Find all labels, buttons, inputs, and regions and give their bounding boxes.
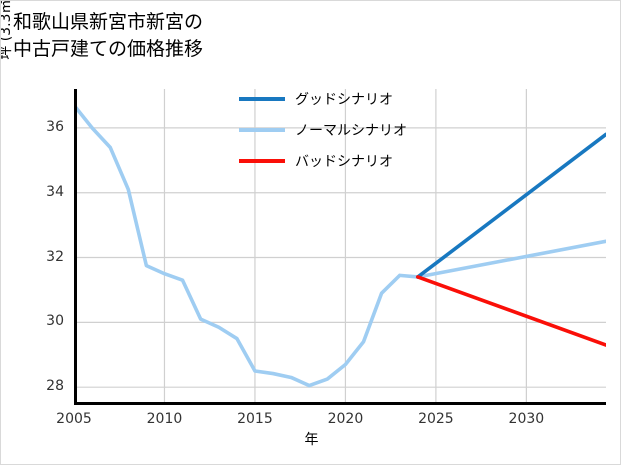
legend-label: バッドシナリオ <box>295 154 393 170</box>
series-line <box>416 132 606 279</box>
legend-label: グッドシナリオ <box>295 92 393 108</box>
legend-item[interactable]: バッドシナリオ <box>239 151 407 171</box>
x-tick-label: 2020 <box>327 411 364 427</box>
x-tick-label: 2010 <box>146 411 183 427</box>
y-axis-label: 坪 (3.3㎡) 単価 (万円) <box>1 1 15 119</box>
y-tick-label: 34 <box>46 183 64 200</box>
x-tick-label: 2005 <box>56 411 92 427</box>
x-tick-label: 2015 <box>237 411 273 427</box>
x-tick-label: 2030 <box>508 411 545 427</box>
chart-title: 和歌山県新宮市新宮の 中古戸建ての価格推移 <box>13 11 204 60</box>
legend-item[interactable]: グッドシナリオ <box>239 89 407 109</box>
x-tick-label: 2025 <box>418 411 454 427</box>
y-tick-label: 28 <box>46 378 64 395</box>
legend-color-swatch <box>239 128 285 132</box>
series-line <box>416 275 606 347</box>
x-axis-label: 年 <box>304 432 319 448</box>
y-tick-label: 36 <box>46 118 64 135</box>
plot-svg <box>74 89 606 405</box>
plot-area <box>74 89 606 405</box>
y-tick-label: 30 <box>46 313 64 330</box>
chart-legend: グッドシナリオ ノーマルシナリオ バッドシナリオ <box>239 89 407 171</box>
legend-color-swatch <box>239 97 285 101</box>
y-tick-label: 32 <box>46 248 64 265</box>
legend-color-swatch <box>239 159 285 163</box>
legend-label: ノーマルシナリオ <box>295 123 407 139</box>
legend-item[interactable]: ノーマルシナリオ <box>239 120 407 140</box>
series-line <box>74 103 606 388</box>
